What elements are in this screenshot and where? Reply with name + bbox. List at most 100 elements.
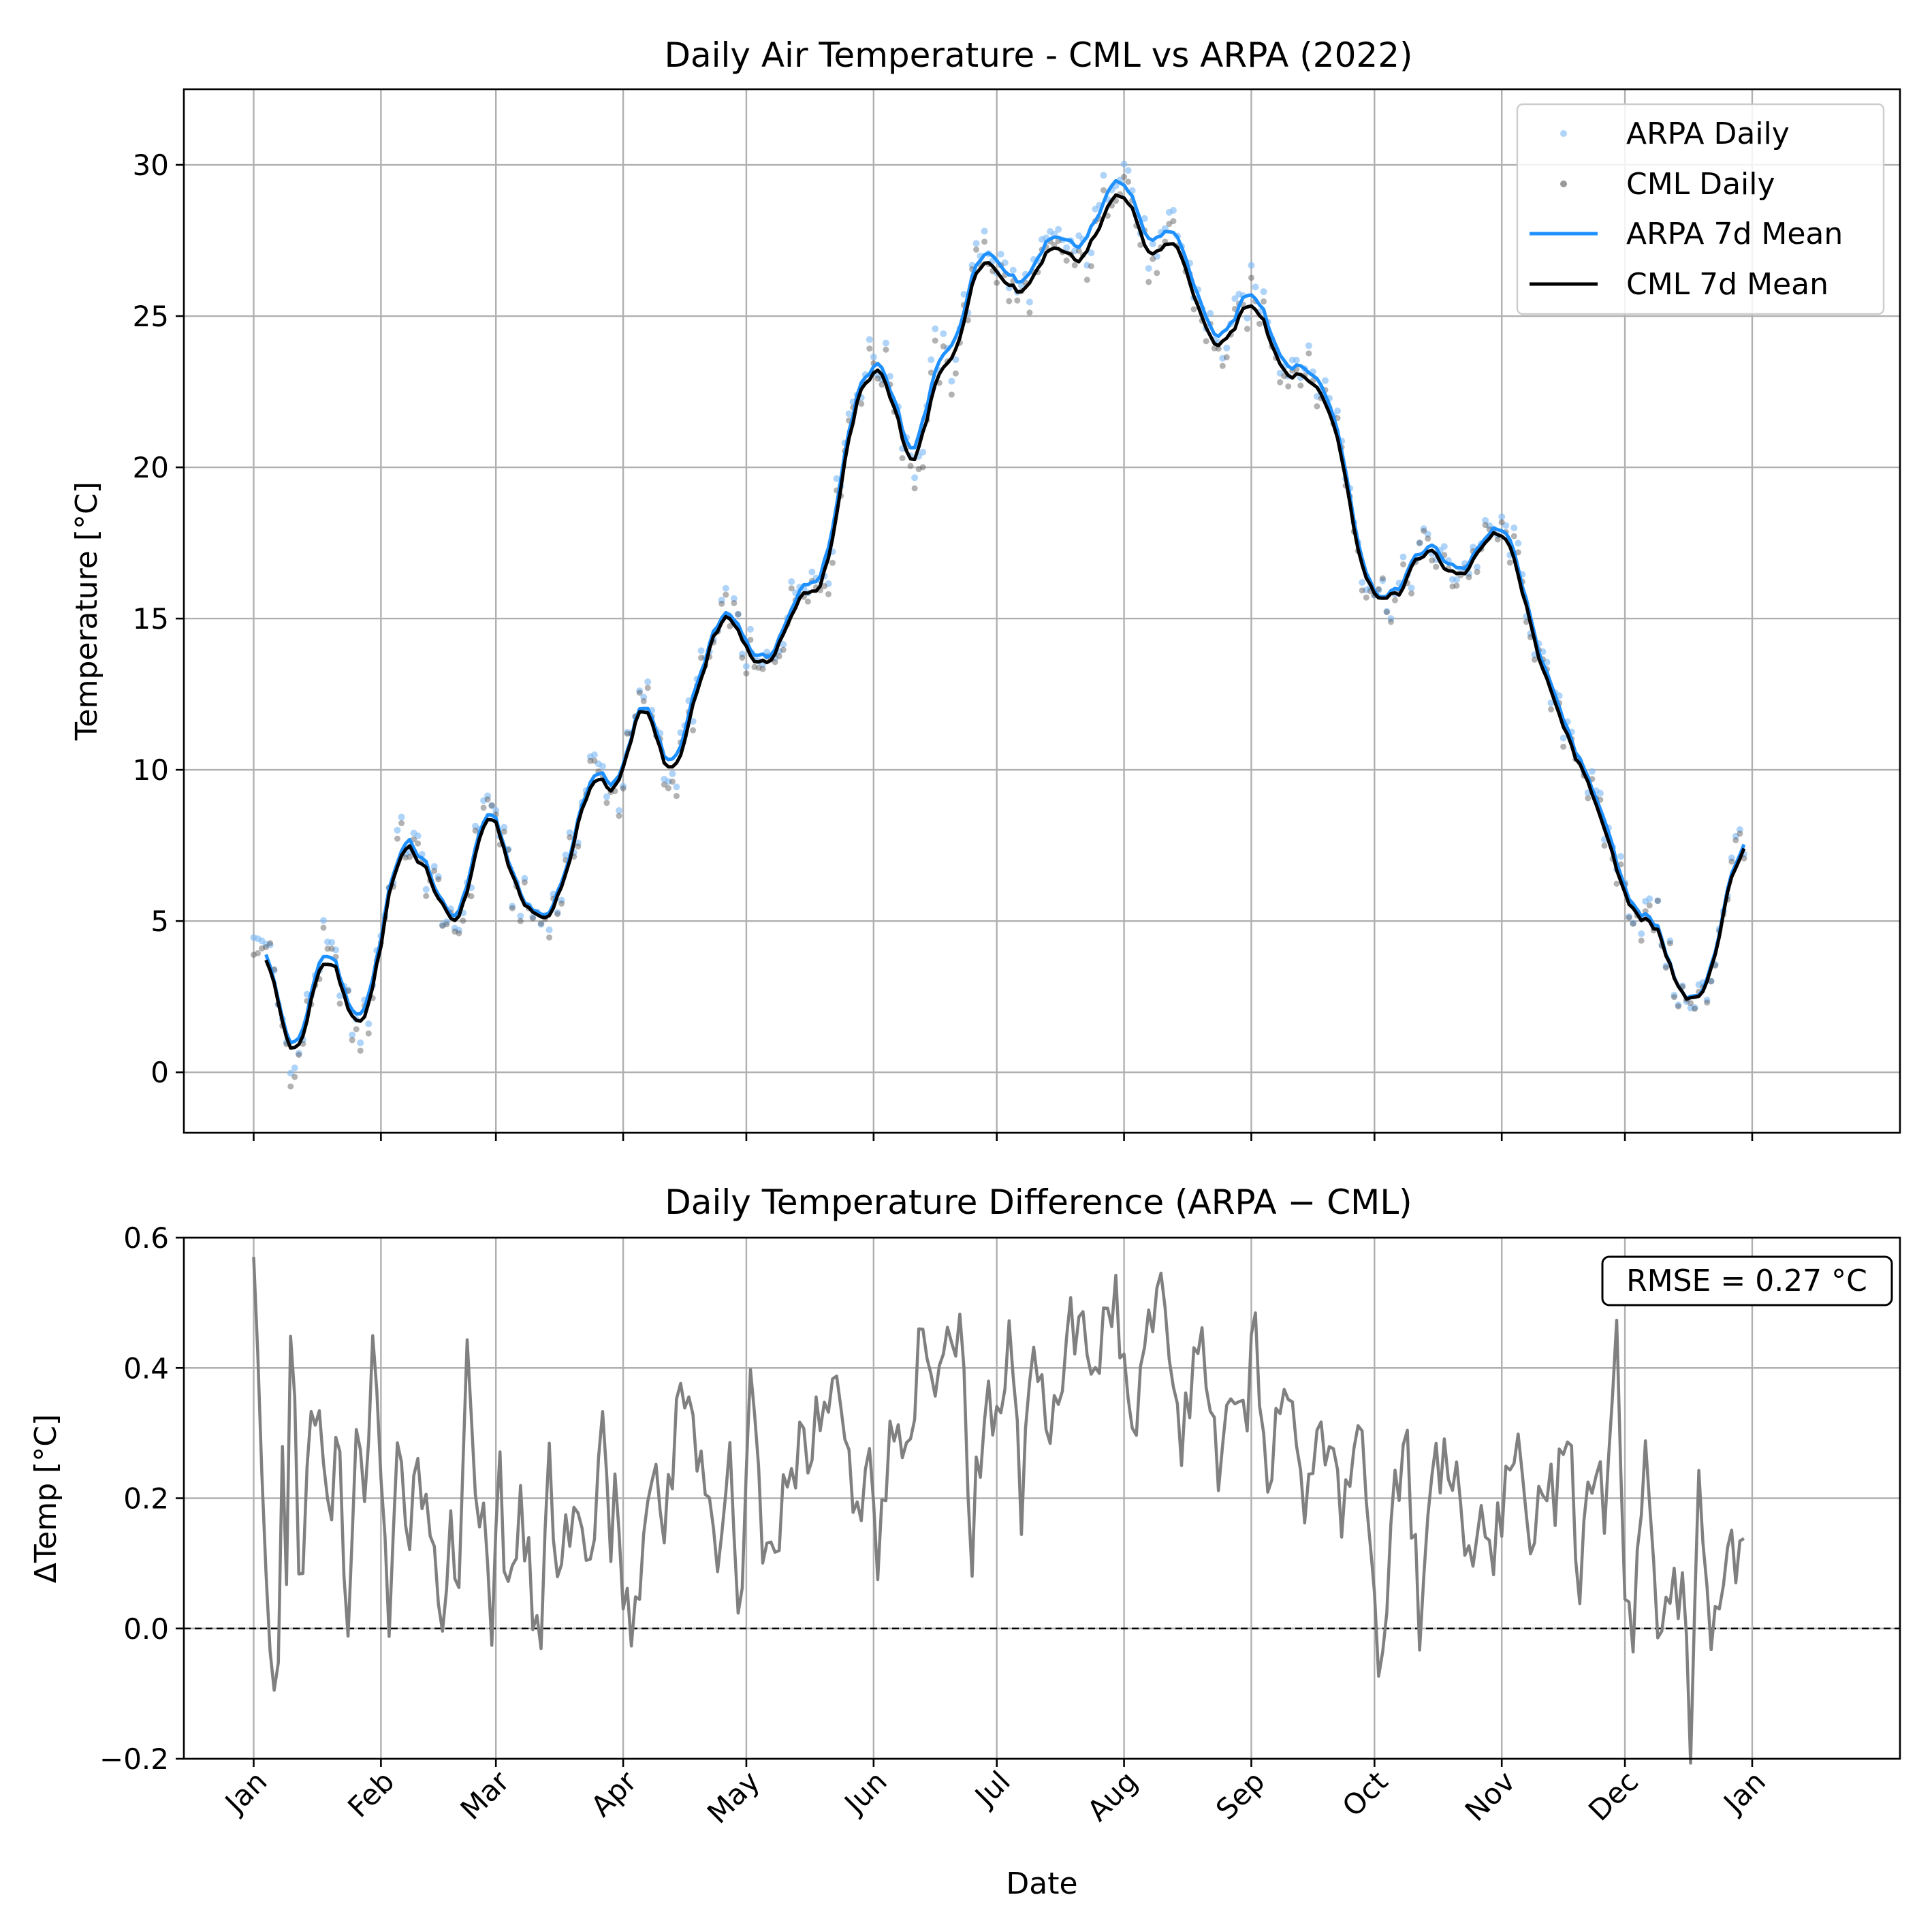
cml-daily-point — [1026, 309, 1033, 316]
cml-7d-mean-line — [264, 193, 1746, 1050]
cml-daily-point — [267, 940, 274, 947]
arpa-daily-point — [1169, 206, 1177, 214]
arpa-daily-point — [1244, 314, 1251, 322]
arpa-daily-point — [1707, 977, 1715, 985]
arpa-daily-point — [1120, 160, 1128, 168]
arpa-daily-point — [1626, 913, 1633, 920]
arpa-daily-point — [1383, 608, 1391, 615]
arpa-daily-point — [1063, 244, 1071, 251]
cml-daily-point — [932, 337, 938, 344]
cml-daily-point — [1285, 383, 1292, 390]
arpa-daily-point — [1207, 309, 1214, 317]
arpa-daily-point — [554, 909, 561, 916]
arpa-daily-point — [911, 474, 919, 482]
arpa-daily-point — [1276, 369, 1284, 377]
cml-daily-point — [829, 559, 836, 566]
arpa-daily-point — [1515, 539, 1522, 547]
arpa-daily-point — [455, 926, 462, 934]
arpa-daily-point — [1149, 240, 1156, 247]
temperature-y-tick-label: 0 — [151, 1056, 169, 1089]
cml-daily-point — [250, 952, 257, 958]
cml-daily-point — [669, 778, 676, 785]
cml-daily-point — [291, 1074, 298, 1080]
cml-daily-point — [952, 370, 959, 377]
arpa-daily-point — [1088, 249, 1095, 257]
cml-daily-point — [1363, 594, 1369, 601]
cml-daily-point — [759, 666, 766, 672]
cml-daily-point — [1170, 218, 1177, 225]
arpa-daily-point — [1379, 577, 1387, 584]
arpa-daily-point — [1559, 734, 1567, 742]
cml-daily-point — [415, 840, 422, 847]
temperature-y-axis-label: Temperature [°C] — [69, 482, 104, 741]
arpa-daily-point — [1141, 215, 1148, 222]
cml-daily-point — [1510, 533, 1517, 539]
cml-daily-point — [1737, 830, 1743, 837]
arpa-daily-point — [620, 783, 627, 790]
arpa-daily-point — [640, 693, 648, 701]
cml-daily-point — [747, 636, 754, 643]
arpa-daily-point — [730, 595, 738, 602]
arpa-daily-point — [1662, 962, 1670, 970]
temperature-y-ticks: 0 5 10 15 20 25 30 — [133, 148, 184, 1089]
arpa-daily-point — [616, 807, 623, 814]
arpa-daily-point — [870, 354, 877, 361]
cml-daily-point — [1154, 270, 1160, 277]
arpa-daily-point — [932, 325, 939, 332]
arpa-daily-point — [1453, 576, 1460, 583]
arpa-daily-point — [928, 356, 935, 364]
cml-daily-point — [501, 828, 507, 835]
cml-daily-point — [1482, 522, 1489, 529]
arpa-daily-point — [972, 240, 980, 247]
cml-daily-point — [616, 813, 622, 819]
cml-daily-point — [320, 924, 327, 931]
cml-daily-point — [624, 730, 631, 737]
cml-daily-point — [915, 466, 922, 473]
cml-daily-point — [743, 670, 750, 677]
arpa-daily-point — [1510, 524, 1518, 531]
legend-arpa-daily-marker — [1560, 130, 1567, 137]
cml-daily-point — [1548, 706, 1555, 713]
cml-daily-point — [365, 1030, 372, 1037]
arpa-daily-point — [1666, 937, 1674, 945]
cml-daily-point — [698, 655, 705, 661]
arpa-daily-point — [545, 926, 553, 934]
cml-daily-point — [1449, 583, 1456, 590]
arpa-daily-point — [1498, 513, 1506, 520]
cml-daily-point — [1379, 575, 1386, 582]
arpa-daily-point — [599, 762, 606, 770]
cml-daily-point — [603, 800, 610, 807]
arpa-daily-point — [1009, 266, 1017, 274]
arpa-daily-point — [1260, 288, 1267, 296]
arpa-daily-point — [1223, 344, 1231, 351]
cml-daily-point — [1675, 1003, 1681, 1009]
rmse-text: RMSE = 0.27 °C — [1626, 1264, 1867, 1298]
legend-box — [1516, 103, 1885, 315]
rmse-annotation: RMSE = 0.27 °C — [1601, 1255, 1893, 1306]
cml-daily-point — [1256, 320, 1263, 327]
legend-cml-daily-label: CML Daily — [1626, 167, 1775, 202]
arpa-daily-point — [1321, 377, 1329, 384]
arpa-daily-point — [1728, 854, 1735, 862]
cml-daily-point — [567, 834, 573, 841]
arpa-daily-point — [718, 597, 725, 604]
arpa-daily-point — [398, 813, 405, 821]
arpa-daily-point — [833, 475, 840, 482]
cml-daily-point — [964, 317, 971, 324]
cml-daily-point — [431, 867, 438, 874]
cml-daily-point — [1261, 298, 1267, 305]
cml-daily-point — [1474, 569, 1480, 576]
cml-daily-point — [1248, 275, 1254, 281]
difference-y-tick-label: 0.4 — [123, 1351, 169, 1385]
cml-daily-point — [1494, 536, 1501, 543]
arpa-daily-point — [574, 839, 582, 847]
cml-daily-point — [1297, 382, 1304, 389]
cml-daily-point — [1662, 965, 1669, 971]
arpa-daily-point — [1071, 247, 1079, 255]
cml-daily-point — [1670, 994, 1677, 1001]
arpa-daily-point — [742, 663, 750, 670]
temperature-y-tick-label: 10 — [133, 753, 169, 787]
cml-daily-point — [1498, 519, 1505, 526]
arpa-daily-point — [1231, 295, 1239, 302]
cml-daily-point — [1523, 619, 1530, 625]
